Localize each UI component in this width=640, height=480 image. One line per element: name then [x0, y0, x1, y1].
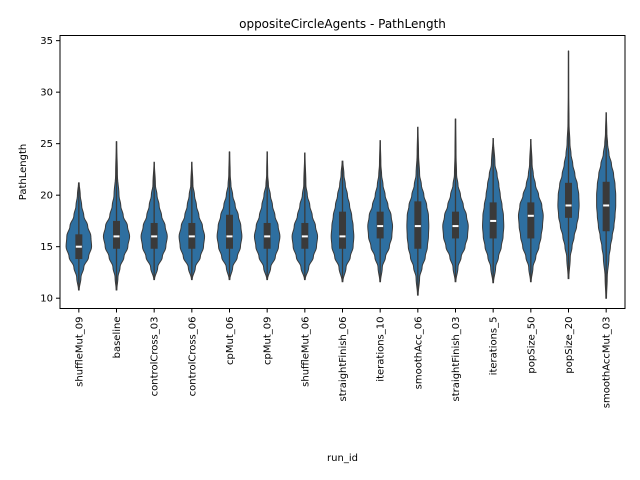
x-axis: shuffleMut_09 baseline controlCross_03 cont… — [74, 308, 613, 409]
violin-median — [75, 245, 82, 248]
y-axis-label: PathLength — [18, 144, 29, 200]
violin-median — [301, 235, 308, 238]
x-tick-label: iterations_10 — [376, 317, 387, 382]
x-tick-label: controlCross_06 — [187, 317, 198, 397]
violin-iqr-box — [226, 214, 233, 249]
y-tick-label: 25 — [40, 139, 53, 150]
violin-iqr-box — [339, 211, 346, 249]
violin-median — [490, 219, 497, 222]
x-tick-label: straightFinish_06 — [338, 317, 349, 402]
violin-median — [527, 214, 534, 217]
x-tick-label: iterations_5 — [489, 317, 500, 376]
violin-median — [603, 204, 610, 207]
violin-median — [264, 235, 271, 238]
x-tick-label: straightFinish_03 — [451, 317, 462, 402]
x-tick-label: cpMut_09 — [263, 317, 274, 365]
x-tick-label: shuffleMut_06 — [300, 317, 311, 387]
x-tick-label: smoothAccMut_03 — [602, 317, 613, 409]
y-tick-label: 15 — [40, 242, 53, 253]
violin-iqr-box — [452, 211, 459, 239]
plot-frame — [59, 35, 626, 309]
x-tick-label: baseline — [112, 317, 123, 359]
x-tick-label: cpMut_06 — [225, 317, 236, 365]
y-tick-label: 20 — [40, 191, 53, 202]
violin-iqr-box — [527, 202, 535, 239]
violin-median — [452, 225, 459, 228]
violin-median — [339, 235, 346, 238]
y-tick-label: 10 — [40, 294, 53, 305]
x-tick-label: controlCross_03 — [150, 317, 161, 397]
x-axis-label: run_id — [327, 453, 358, 464]
violin-median — [377, 225, 384, 228]
y-axis: 10 15 20 25 30 35 — [40, 36, 60, 305]
violin-iqr-box — [565, 182, 572, 218]
violin-iqr-box — [414, 201, 422, 249]
violin-median — [565, 204, 572, 207]
violin-median — [188, 235, 195, 238]
x-tick-label: popSize_50 — [526, 317, 537, 374]
violin-median — [113, 235, 120, 238]
x-tick-label: smoothAcc_06 — [413, 317, 424, 390]
violin-iqr-box — [602, 181, 610, 232]
violin-median — [414, 225, 421, 228]
violin-median — [226, 235, 233, 238]
x-tick-label: shuffleMut_09 — [74, 317, 85, 387]
violins-layer — [65, 50, 617, 299]
violin-median — [151, 235, 158, 238]
x-tick-label: popSize_20 — [564, 317, 575, 374]
y-tick-label: 35 — [40, 36, 53, 47]
chart-title: oppositeCircleAgents - PathLength — [239, 17, 446, 31]
violin-iqr-box — [376, 211, 384, 239]
violin-iqr-box — [113, 220, 120, 249]
y-tick-label: 30 — [40, 88, 53, 99]
